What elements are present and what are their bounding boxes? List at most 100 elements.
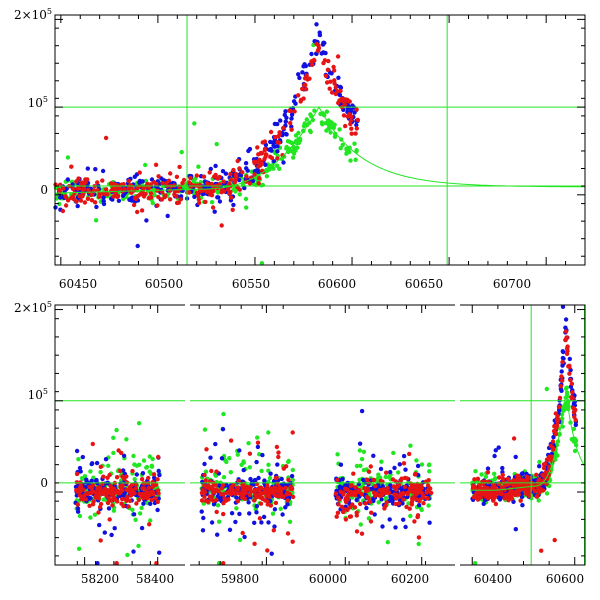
- top-point-green: [340, 142, 345, 148]
- top-point-red: [235, 158, 240, 164]
- bottom-point-red: [130, 468, 135, 474]
- bottom-point-blue: [242, 534, 247, 540]
- top-point-red: [167, 197, 173, 202]
- bottom-point-green: [537, 459, 542, 465]
- bottom-point-green: [92, 512, 98, 517]
- bottom-point-red: [338, 489, 343, 494]
- top-point-blue: [266, 147, 272, 152]
- top-point-red: [325, 67, 331, 73]
- bottom-point-blue: [279, 476, 284, 482]
- top-point-blue: [323, 50, 328, 56]
- bottom-point-green: [290, 477, 295, 483]
- bottom-point-blue: [401, 517, 406, 522]
- top-point-blue: [220, 169, 226, 174]
- top-point-red: [194, 190, 200, 196]
- top-point-red: [227, 191, 232, 196]
- bottom-point-red: [117, 468, 123, 474]
- bottom-xtick-58200: 58200: [81, 572, 119, 586]
- bottom-point-red: [511, 436, 517, 441]
- top-point-green: [320, 122, 325, 127]
- bottom-point-green: [141, 458, 147, 463]
- bottom-point-red: [384, 500, 389, 505]
- top-point-red: [104, 187, 109, 192]
- top-point-red: [160, 181, 165, 186]
- bottom-point-blue: [567, 356, 572, 362]
- bottom-point-green: [221, 475, 227, 480]
- top-point-red: [105, 192, 110, 197]
- top-point-green: [291, 147, 296, 153]
- bottom-point-red: [107, 517, 112, 522]
- bottom-point-red: [394, 496, 399, 501]
- bottom-point-red: [485, 470, 491, 475]
- bottom-point-red: [390, 477, 396, 482]
- bottom-point-green: [572, 448, 578, 454]
- bottom-point-blue: [157, 472, 162, 478]
- top-point-red: [228, 172, 233, 177]
- top-point-red: [349, 131, 354, 136]
- bottom-point-red: [503, 492, 509, 497]
- top-point-green: [264, 168, 270, 173]
- top-point-red: [247, 181, 253, 186]
- bottom-point-red: [141, 495, 146, 501]
- bottom-point-blue: [202, 461, 207, 467]
- top-point-red: [253, 159, 259, 165]
- top-plot-frame: [54, 14, 586, 266]
- bottom-point-red: [334, 514, 339, 519]
- top-point-red: [146, 185, 152, 191]
- bottom-point-blue: [209, 520, 215, 525]
- bottom-point-red: [253, 492, 258, 497]
- bottom-point-red: [335, 510, 341, 515]
- bottom-point-red: [79, 497, 84, 502]
- bottom-point-red: [140, 491, 146, 497]
- top-xtick-60550: 60550: [232, 277, 270, 291]
- bottom-point-red: [267, 494, 272, 499]
- bottom-point-red: [343, 497, 348, 503]
- bottom-point-blue: [415, 463, 421, 469]
- bottom-point-green: [234, 506, 239, 511]
- bottom-point-red: [156, 454, 161, 460]
- bottom-point-red: [101, 490, 106, 495]
- bottom-point-blue: [400, 501, 405, 506]
- top-point-red: [168, 171, 173, 176]
- top-point-blue: [244, 166, 249, 171]
- top-point-red: [194, 173, 199, 178]
- bottom-point-blue: [560, 349, 565, 354]
- bottom-point-red: [202, 472, 207, 478]
- top-point-green: [196, 164, 201, 169]
- bottom-ytick-0: 0: [40, 476, 48, 490]
- top-point-blue: [289, 112, 295, 117]
- bottom-point-blue: [106, 506, 112, 511]
- bottom-point-blue: [94, 460, 100, 466]
- bottom-point-red: [565, 348, 570, 354]
- top-point-blue: [338, 84, 343, 90]
- bottom-point-green: [376, 500, 381, 505]
- bottom-point-green: [383, 474, 388, 480]
- bottom-point-blue: [219, 456, 225, 461]
- bottom-point-red: [95, 486, 100, 491]
- bottom-point-blue: [112, 526, 117, 531]
- bottom-point-green: [255, 435, 260, 440]
- bottom-point-red: [274, 493, 279, 498]
- bottom-point-red: [290, 494, 296, 500]
- bottom-point-red: [500, 472, 505, 478]
- top-point-red: [83, 177, 88, 182]
- bottom-point-green: [396, 470, 401, 475]
- bottom-point-red: [413, 471, 418, 476]
- bottom-point-red: [363, 501, 368, 506]
- bottom-point-red: [568, 377, 573, 383]
- top-point-red: [78, 198, 84, 203]
- bottom-point-red: [77, 493, 83, 498]
- top-point-green: [143, 162, 148, 168]
- bottom-point-red: [130, 487, 135, 493]
- bottom-point-red: [265, 548, 270, 553]
- bottom-point-blue: [109, 532, 114, 538]
- bottom-point-green: [76, 546, 82, 551]
- bottom-point-red: [555, 423, 560, 428]
- top-point-red: [328, 79, 333, 84]
- bottom-point-blue: [427, 520, 432, 525]
- bottom-point-green: [426, 503, 431, 508]
- top-point-red: [275, 140, 280, 145]
- bottom-point-red: [252, 541, 257, 546]
- bottom-point-blue: [131, 512, 137, 517]
- bottom-point-green: [357, 448, 363, 453]
